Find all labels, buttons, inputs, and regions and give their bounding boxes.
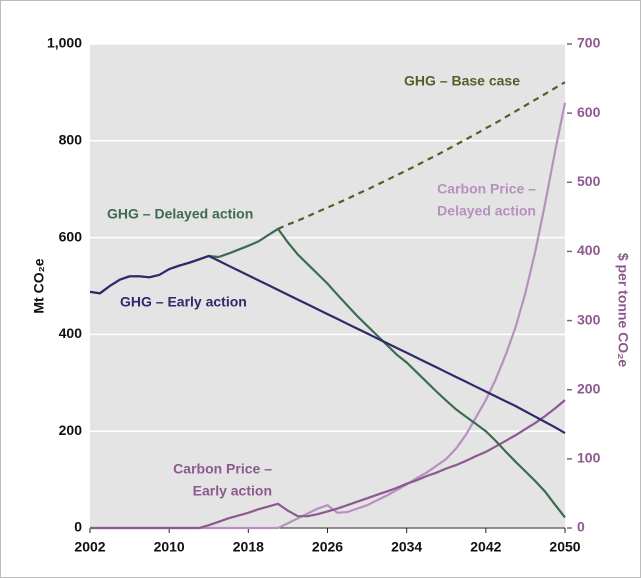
x-tick-label: 2018 [233, 539, 264, 555]
x-tick-label: 2042 [470, 539, 501, 555]
y2-axis-label: $ per tonne CO₂e [615, 253, 631, 368]
series-label: GHG – Base case [404, 73, 520, 89]
y2-tick-label: 300 [577, 311, 601, 327]
y-tick-label: 200 [59, 422, 83, 438]
series-line [90, 399, 566, 530]
series-label: Early action [193, 483, 272, 499]
series-label: Carbon Price – [437, 181, 536, 197]
y2-tick-label: 0 [577, 519, 585, 535]
plot-area [90, 44, 565, 528]
y-tick-label: 400 [59, 325, 83, 341]
y-tick-label: 1,000 [47, 35, 82, 51]
y-tick-label: 0 [74, 519, 82, 535]
series-line [277, 81, 566, 230]
x-tick-label: 2050 [549, 539, 580, 555]
y2-tick-label: 200 [577, 380, 601, 396]
series-line [89, 254, 566, 435]
series-label: Delayed action [437, 203, 536, 219]
x-tick-label: 2010 [154, 539, 185, 555]
x-tick-label: 2026 [312, 539, 343, 555]
y2-tick-label: 700 [577, 35, 601, 51]
series-label: GHG – Early action [120, 294, 247, 310]
y-tick-label: 600 [59, 228, 83, 244]
x-tick-label: 2002 [74, 539, 105, 555]
x-tick-label: 2034 [391, 539, 422, 555]
y2-tick-label: 600 [577, 104, 601, 120]
y-axis-label: Mt CO₂e [31, 258, 47, 313]
y-tick-label: 800 [59, 132, 83, 148]
series-label: Carbon Price – [173, 461, 272, 477]
series-label: GHG – Delayed action [107, 206, 253, 222]
y2-tick-label: 500 [577, 173, 601, 189]
y2-tick-label: 100 [577, 450, 601, 466]
y2-tick-label: 400 [577, 242, 601, 258]
